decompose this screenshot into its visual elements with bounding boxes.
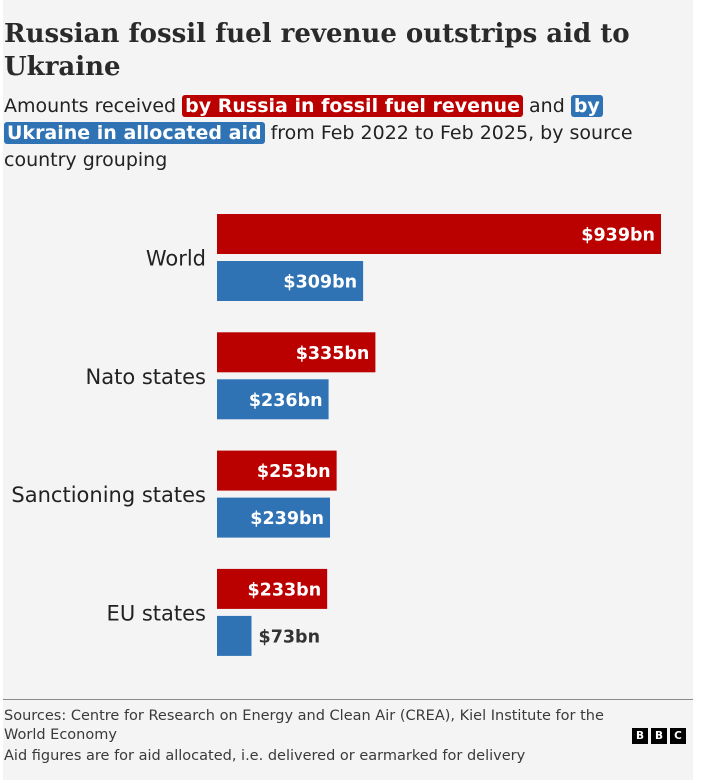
sources-text: Sources: Centre for Research on Energy a… [4, 708, 604, 743]
ukraine-aid-bar [217, 379, 329, 420]
category-label: EU states [107, 601, 206, 625]
bar-value-label: $236bn [249, 391, 323, 411]
russia-revenue-bar [217, 450, 337, 491]
bar-value-label: $239bn [250, 509, 324, 529]
bar-value-label: $253bn [257, 462, 331, 482]
bar-value-label: $73bn [259, 627, 321, 647]
category-label: Nato states [86, 365, 206, 389]
bbc-logo-letter: B [632, 728, 648, 744]
ukraine-aid-bar [217, 497, 331, 538]
category-label: Sanctioning states [11, 483, 206, 507]
ukraine-aid-bar [217, 261, 364, 301]
russia-revenue-bar [217, 568, 328, 609]
category-label: World [146, 247, 206, 271]
bbc-logo: B B C [632, 728, 686, 744]
bar-value-label: $309bn [283, 273, 357, 293]
subtitle-suffix: from Feb 2022 to Feb 2025, by source cou… [4, 122, 633, 171]
bbc-logo-letter: B [651, 728, 667, 744]
bar-chart: World $939bn $309bn Nato states $335bn $236bn… [11, 214, 661, 656]
bar-value-label: $939bn [581, 226, 655, 246]
bar-value-label: $233bn [247, 580, 321, 600]
russia-series-legend: by Russia in fossil fuel revenue [182, 95, 523, 117]
note-text: Aid figures are for aid allocated, i.e. … [4, 748, 526, 764]
bbc-logo-letter: C [670, 728, 686, 744]
ukraine-aid-bar [217, 615, 252, 656]
footer-divider [3, 699, 693, 700]
chart-subtitle: Amounts received by Russia in fossil fue… [4, 93, 684, 174]
subtitle-connector: and [522, 95, 571, 117]
russia-revenue-bar [217, 332, 376, 373]
russia-revenue-bar [217, 214, 661, 254]
bar-value-label: $335bn [296, 344, 370, 364]
chart-title: Russian fossil fuel revenue outstrips ai… [4, 19, 630, 82]
subtitle-prefix: Amounts received [4, 95, 183, 117]
